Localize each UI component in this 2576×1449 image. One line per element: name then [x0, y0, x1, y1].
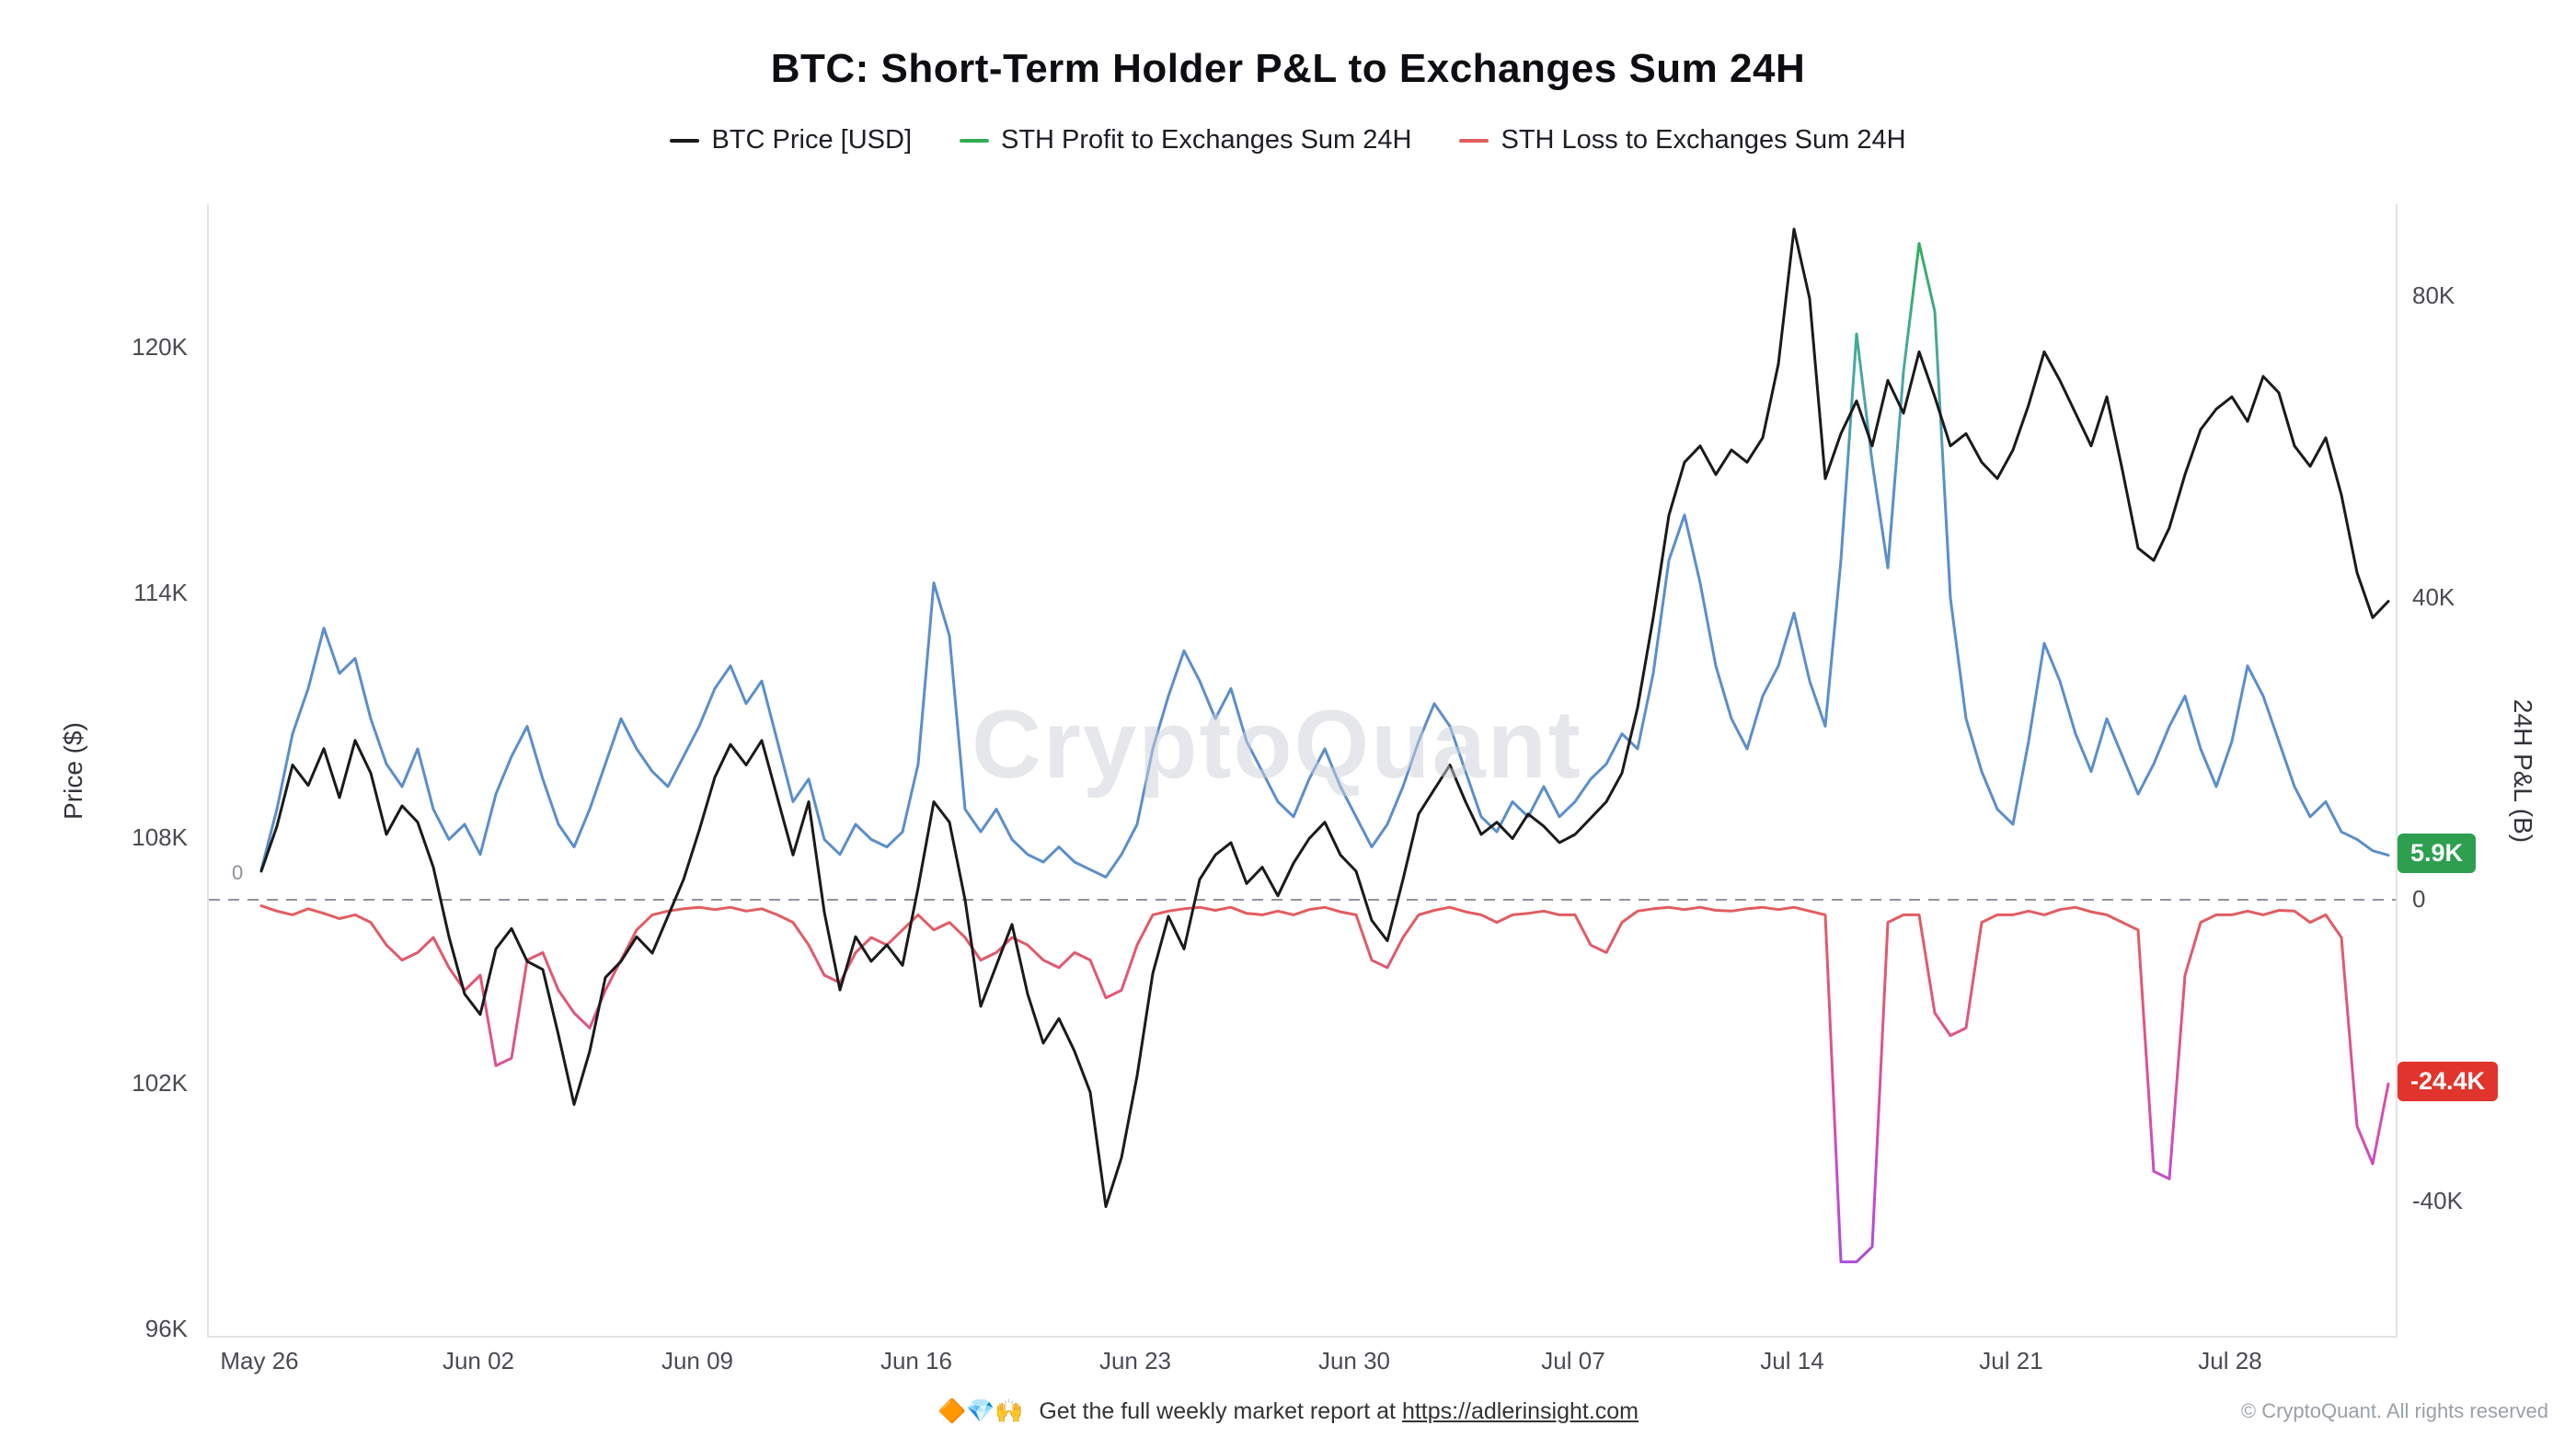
legend: BTC Price [USD] STH Profit to Exchanges S…	[0, 125, 2576, 155]
y-axis-left-tick-label: 114K	[133, 578, 188, 606]
legend-swatch-loss	[1459, 138, 1489, 143]
profit-value-badge: 5.9K	[2398, 833, 2477, 873]
x-axis-tick-label: Jul 28	[2198, 1347, 2262, 1374]
legend-item-price[interactable]: BTC Price [USD]	[670, 125, 912, 155]
profit-series-line	[259, 242, 2390, 879]
footer-link[interactable]: https://adlerinsight.com	[1401, 1398, 1639, 1424]
legend-swatch-price	[670, 138, 700, 143]
plot-area[interactable]	[207, 204, 2398, 1338]
y-axis-right-tick-label: 0	[2412, 885, 2426, 913]
footer-text: Get the full weekly market report at	[1039, 1398, 1396, 1424]
x-axis-tick-label: Jul 07	[1541, 1347, 1605, 1374]
loss-series-line	[259, 904, 2390, 1264]
y-axis-left-tick-label: 102K	[132, 1069, 188, 1098]
y-axis-left-tick-label: 96K	[144, 1315, 188, 1342]
y-axis-left-tick-label: 108K	[132, 823, 188, 852]
chart-canvas	[209, 227, 2396, 1264]
legend-label-loss: STH Loss to Exchanges Sum 24H	[1501, 125, 1906, 155]
x-axis-tick-label: Jun 09	[661, 1347, 734, 1374]
footer-emoji-icons: 🔶💎🙌	[937, 1398, 1024, 1424]
right-axis-title: 24H P&L (B)	[2509, 698, 2537, 844]
legend-label-profit: STH Profit to Exchanges Sum 24H	[1001, 125, 1412, 155]
copyright-notice: © CryptoQuant. All rights reserved	[2240, 1399, 2548, 1422]
chart-title: BTC: Short-Term Holder P&L to Exchanges …	[770, 46, 1806, 91]
left-axis-title: Price ($)	[59, 722, 87, 820]
x-axis-tick-label: May 26	[220, 1347, 299, 1374]
y-axis-right-tick-label: 40K	[2412, 583, 2455, 611]
x-axis-tick-label: Jun 23	[1098, 1347, 1172, 1374]
legend-swatch-profit	[960, 138, 989, 143]
y-axis-right-tick-label: 80K	[2412, 282, 2455, 309]
price-series-line	[259, 227, 2390, 1209]
x-axis-tick-label: Jul 14	[1760, 1347, 1824, 1374]
footer: 🔶💎🙌 Get the full weekly market report at…	[0, 1398, 2576, 1425]
watermark: CryptoQuant	[972, 691, 1582, 799]
legend-label-price: BTC Price [USD]	[711, 125, 912, 155]
y-axis-left-tick-label: 120K	[132, 332, 188, 361]
zero-marker: 0	[232, 861, 244, 884]
loss-value-badge: -24.4K	[2398, 1062, 2499, 1102]
x-axis-tick-label: Jun 16	[880, 1347, 953, 1374]
legend-item-profit[interactable]: STH Profit to Exchanges Sum 24H	[960, 125, 1411, 155]
legend-item-loss[interactable]: STH Loss to Exchanges Sum 24H	[1459, 125, 1906, 155]
x-axis-tick-label: Jun 02	[442, 1347, 515, 1374]
y-axis-right-tick-label: -40K	[2412, 1187, 2463, 1214]
x-axis-tick-label: Jun 30	[1317, 1347, 1391, 1374]
x-axis-tick-label: Jul 21	[1979, 1347, 2043, 1374]
